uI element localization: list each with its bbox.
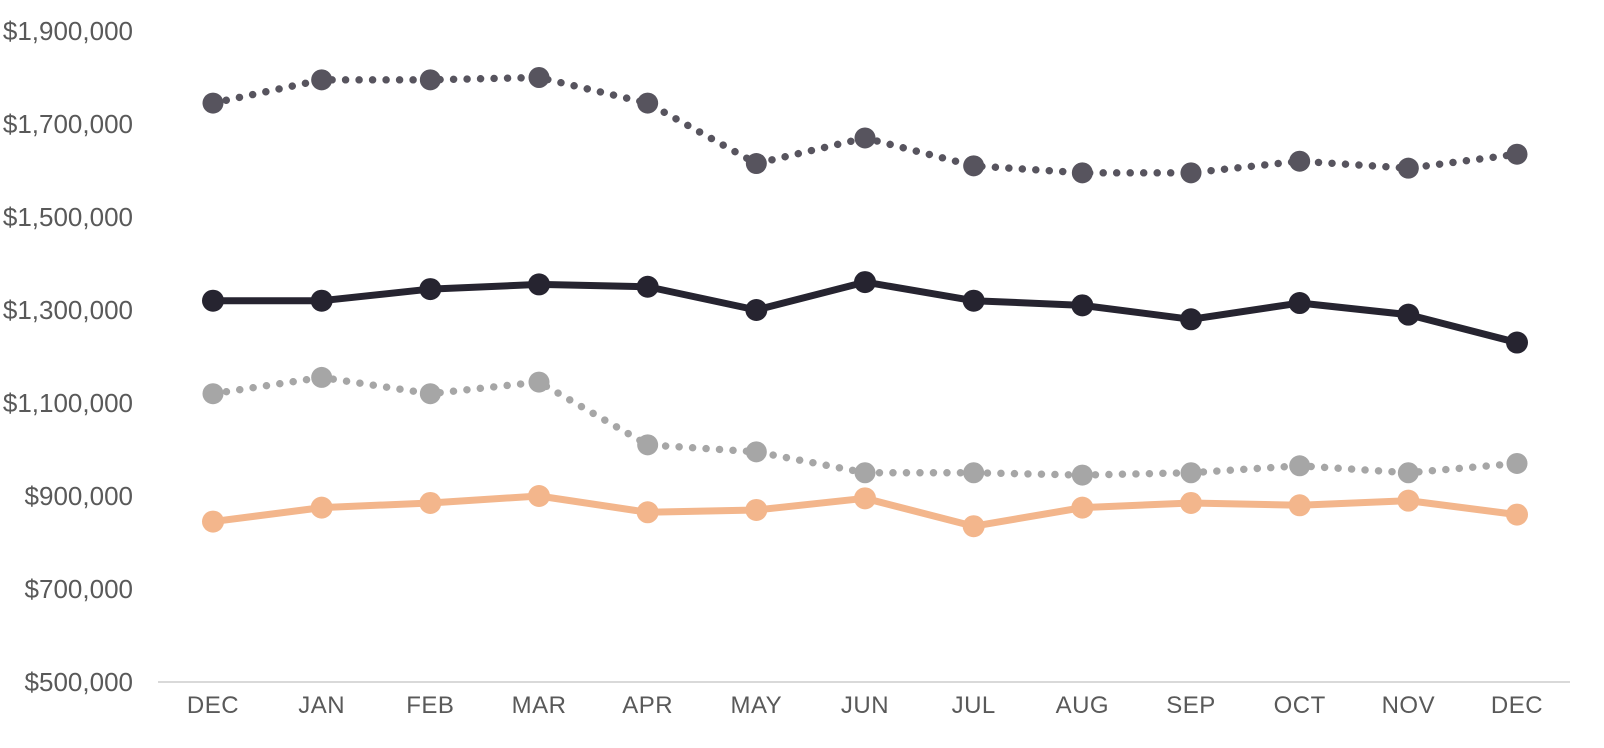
data-point-light-gray-dotted xyxy=(745,441,767,463)
data-point-light-gray-dotted xyxy=(1506,452,1528,474)
x-axis-label: OCT xyxy=(1274,692,1326,719)
x-axis-label: DEC xyxy=(187,692,239,719)
data-point-light-gray-dotted xyxy=(202,383,224,405)
data-point-light-gray-dotted xyxy=(854,462,876,484)
x-axis-label: APR xyxy=(622,692,673,719)
x-axis-label: FEB xyxy=(406,692,454,719)
data-point-light-gray-dotted xyxy=(1289,455,1311,477)
data-point-black-solid xyxy=(202,289,224,312)
data-point-black-solid xyxy=(962,289,985,312)
data-point-black-solid xyxy=(636,275,659,298)
x-axis-label: JAN xyxy=(298,692,345,719)
data-point-orange-solid xyxy=(1071,496,1094,519)
data-point-orange-solid xyxy=(745,498,768,521)
data-point-orange-solid xyxy=(962,515,985,538)
x-axis-label: AUG xyxy=(1056,692,1110,719)
data-point-orange-solid xyxy=(1288,494,1311,517)
data-point-black-solid xyxy=(854,271,876,294)
data-point-dark-gray-dotted xyxy=(419,69,441,91)
data-point-orange-solid xyxy=(1506,503,1528,526)
x-axis-label: MAY xyxy=(730,692,782,719)
y-axis-label: $500,000 xyxy=(25,667,133,697)
data-point-light-gray-dotted xyxy=(1397,462,1419,484)
data-point-black-solid xyxy=(1397,303,1420,326)
data-point-black-solid xyxy=(1071,294,1094,317)
data-point-dark-gray-dotted xyxy=(1071,162,1093,184)
data-point-light-gray-dotted xyxy=(637,434,659,456)
data-point-black-solid xyxy=(419,278,442,301)
data-point-dark-gray-dotted xyxy=(202,92,224,114)
y-axis-label: $1,300,000 xyxy=(3,295,133,325)
x-axis-label: SEP xyxy=(1166,692,1216,719)
data-point-light-gray-dotted xyxy=(1180,462,1202,484)
data-point-orange-solid xyxy=(310,496,333,519)
y-axis-label: $900,000 xyxy=(25,481,133,511)
x-axis-label: DEC xyxy=(1491,692,1543,719)
data-point-light-gray-dotted xyxy=(528,371,550,393)
y-axis-label: $1,500,000 xyxy=(3,202,133,232)
data-point-light-gray-dotted xyxy=(311,366,333,388)
data-point-black-solid xyxy=(1288,292,1311,315)
data-point-dark-gray-dotted xyxy=(745,153,767,175)
x-axis-label: JUL xyxy=(952,692,996,719)
x-axis-label: MAR xyxy=(512,692,567,719)
data-point-orange-solid xyxy=(202,510,224,533)
y-axis-label: $1,900,000 xyxy=(3,16,133,46)
data-point-dark-gray-dotted xyxy=(1289,150,1311,172)
data-point-black-solid xyxy=(528,273,550,296)
data-point-light-gray-dotted xyxy=(419,383,441,405)
data-point-dark-gray-dotted xyxy=(854,127,876,149)
data-point-black-solid xyxy=(745,299,768,321)
data-point-black-solid xyxy=(1180,308,1202,331)
data-point-dark-gray-dotted xyxy=(637,92,659,114)
data-point-black-solid xyxy=(1506,331,1528,354)
data-point-black-solid xyxy=(310,289,333,312)
y-axis-label: $1,100,000 xyxy=(3,388,133,418)
series-line-light-gray-dotted xyxy=(209,373,1521,479)
data-point-dark-gray-dotted xyxy=(1180,162,1202,184)
x-axis-label: NOV xyxy=(1382,692,1436,719)
data-point-dark-gray-dotted xyxy=(528,67,550,88)
data-point-light-gray-dotted xyxy=(1071,464,1093,486)
data-point-orange-solid xyxy=(1397,489,1420,512)
y-axis-label: $700,000 xyxy=(25,574,133,604)
data-point-orange-solid xyxy=(528,485,550,507)
data-point-orange-solid xyxy=(1180,491,1202,514)
data-point-dark-gray-dotted xyxy=(311,69,333,91)
data-point-orange-solid xyxy=(419,491,442,514)
series-line-dark-gray-dotted xyxy=(209,73,1521,177)
data-point-light-gray-dotted xyxy=(963,462,985,484)
data-point-orange-solid xyxy=(636,501,659,524)
data-point-dark-gray-dotted xyxy=(1506,143,1528,165)
data-point-dark-gray-dotted xyxy=(1397,157,1419,179)
data-point-orange-solid xyxy=(854,487,876,510)
data-point-dark-gray-dotted xyxy=(963,155,985,177)
y-axis-label: $1,700,000 xyxy=(3,109,133,139)
x-axis-label: JUN xyxy=(841,692,889,719)
